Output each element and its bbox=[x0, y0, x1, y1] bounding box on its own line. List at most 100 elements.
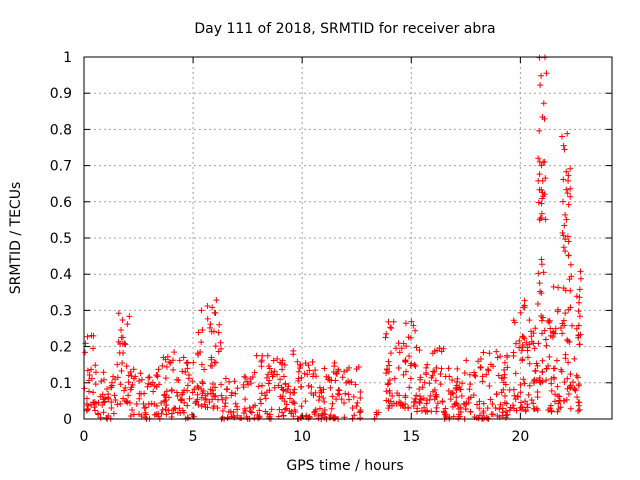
data-point bbox=[528, 397, 535, 404]
data-point bbox=[130, 411, 137, 418]
data-point bbox=[559, 230, 566, 237]
data-point bbox=[539, 357, 546, 364]
data-point bbox=[539, 369, 546, 376]
data-point bbox=[494, 354, 501, 361]
data-point bbox=[256, 407, 263, 414]
data-point bbox=[542, 216, 549, 223]
data-point bbox=[331, 359, 338, 366]
data-point bbox=[350, 393, 357, 400]
data-point bbox=[467, 381, 474, 388]
data-point bbox=[153, 411, 160, 418]
data-point bbox=[124, 399, 131, 406]
data-point bbox=[141, 390, 148, 397]
data-point bbox=[423, 364, 430, 371]
data-point bbox=[232, 400, 239, 407]
data-point bbox=[574, 374, 581, 381]
data-point bbox=[241, 405, 248, 412]
data-point bbox=[400, 340, 407, 347]
data-point bbox=[555, 400, 562, 407]
data-point bbox=[201, 366, 208, 373]
data-point bbox=[564, 190, 571, 197]
y-tick-label: 0.6 bbox=[50, 195, 72, 211]
data-point bbox=[328, 405, 335, 412]
data-point bbox=[212, 359, 219, 366]
data-point bbox=[385, 318, 392, 325]
data-point bbox=[437, 381, 444, 388]
data-point bbox=[258, 358, 265, 365]
data-point bbox=[126, 400, 133, 407]
data-point bbox=[265, 371, 272, 378]
data-point bbox=[151, 383, 158, 390]
data-point bbox=[564, 130, 571, 137]
data-point bbox=[114, 361, 121, 368]
data-point bbox=[418, 407, 425, 414]
data-point bbox=[295, 375, 302, 382]
data-point bbox=[82, 340, 89, 347]
data-point bbox=[156, 381, 163, 388]
data-point bbox=[406, 353, 413, 360]
data-point bbox=[472, 373, 479, 380]
data-point bbox=[402, 320, 409, 327]
data-point bbox=[140, 400, 147, 407]
data-point bbox=[541, 191, 548, 198]
data-point bbox=[224, 415, 231, 422]
data-point bbox=[538, 162, 545, 169]
data-point bbox=[413, 392, 420, 399]
data-point bbox=[433, 364, 440, 371]
data-point bbox=[555, 284, 562, 291]
data-point bbox=[341, 368, 348, 375]
data-point bbox=[290, 390, 297, 397]
data-point bbox=[199, 390, 206, 397]
data-point bbox=[286, 395, 293, 402]
data-point bbox=[125, 379, 132, 386]
data-point bbox=[162, 375, 169, 382]
data-point bbox=[463, 357, 470, 364]
data-point bbox=[209, 362, 216, 369]
data-point bbox=[390, 400, 397, 407]
x-axis-title: GPS time / hours bbox=[286, 458, 403, 474]
data-point bbox=[576, 406, 583, 413]
data-point bbox=[400, 403, 407, 410]
data-point bbox=[396, 349, 403, 356]
data-point bbox=[271, 384, 278, 391]
data-point bbox=[163, 363, 170, 370]
data-point bbox=[389, 393, 396, 400]
data-point bbox=[385, 405, 392, 412]
data-point bbox=[526, 382, 533, 389]
data-point bbox=[386, 387, 393, 394]
data-point bbox=[483, 371, 490, 378]
data-point bbox=[570, 379, 577, 386]
data-point bbox=[499, 409, 506, 416]
x-tick-label: 0 bbox=[80, 429, 89, 445]
data-point bbox=[507, 404, 514, 411]
data-point bbox=[567, 371, 574, 378]
data-point bbox=[535, 199, 542, 206]
data-point bbox=[212, 392, 219, 399]
data-point bbox=[263, 389, 270, 396]
data-point bbox=[575, 332, 582, 339]
data-point bbox=[209, 381, 216, 388]
data-point bbox=[542, 175, 549, 182]
data-point bbox=[198, 339, 205, 346]
data-point bbox=[268, 406, 275, 413]
data-point bbox=[262, 408, 269, 415]
data-point bbox=[416, 400, 423, 407]
data-point bbox=[561, 397, 568, 404]
data-point bbox=[297, 361, 304, 368]
data-point bbox=[269, 373, 276, 380]
data-point bbox=[163, 411, 170, 418]
data-point bbox=[526, 360, 533, 367]
data-point bbox=[93, 400, 100, 407]
data-point bbox=[84, 406, 91, 413]
data-point bbox=[165, 407, 172, 414]
data-point bbox=[191, 386, 198, 393]
data-point bbox=[548, 387, 555, 394]
data-point bbox=[276, 406, 283, 413]
data-point bbox=[536, 159, 543, 166]
data-point bbox=[543, 377, 550, 384]
data-point bbox=[538, 317, 545, 324]
data-point bbox=[546, 353, 553, 360]
data-point bbox=[536, 171, 543, 178]
data-points bbox=[81, 54, 584, 422]
x-tick-label: 20 bbox=[511, 429, 529, 445]
